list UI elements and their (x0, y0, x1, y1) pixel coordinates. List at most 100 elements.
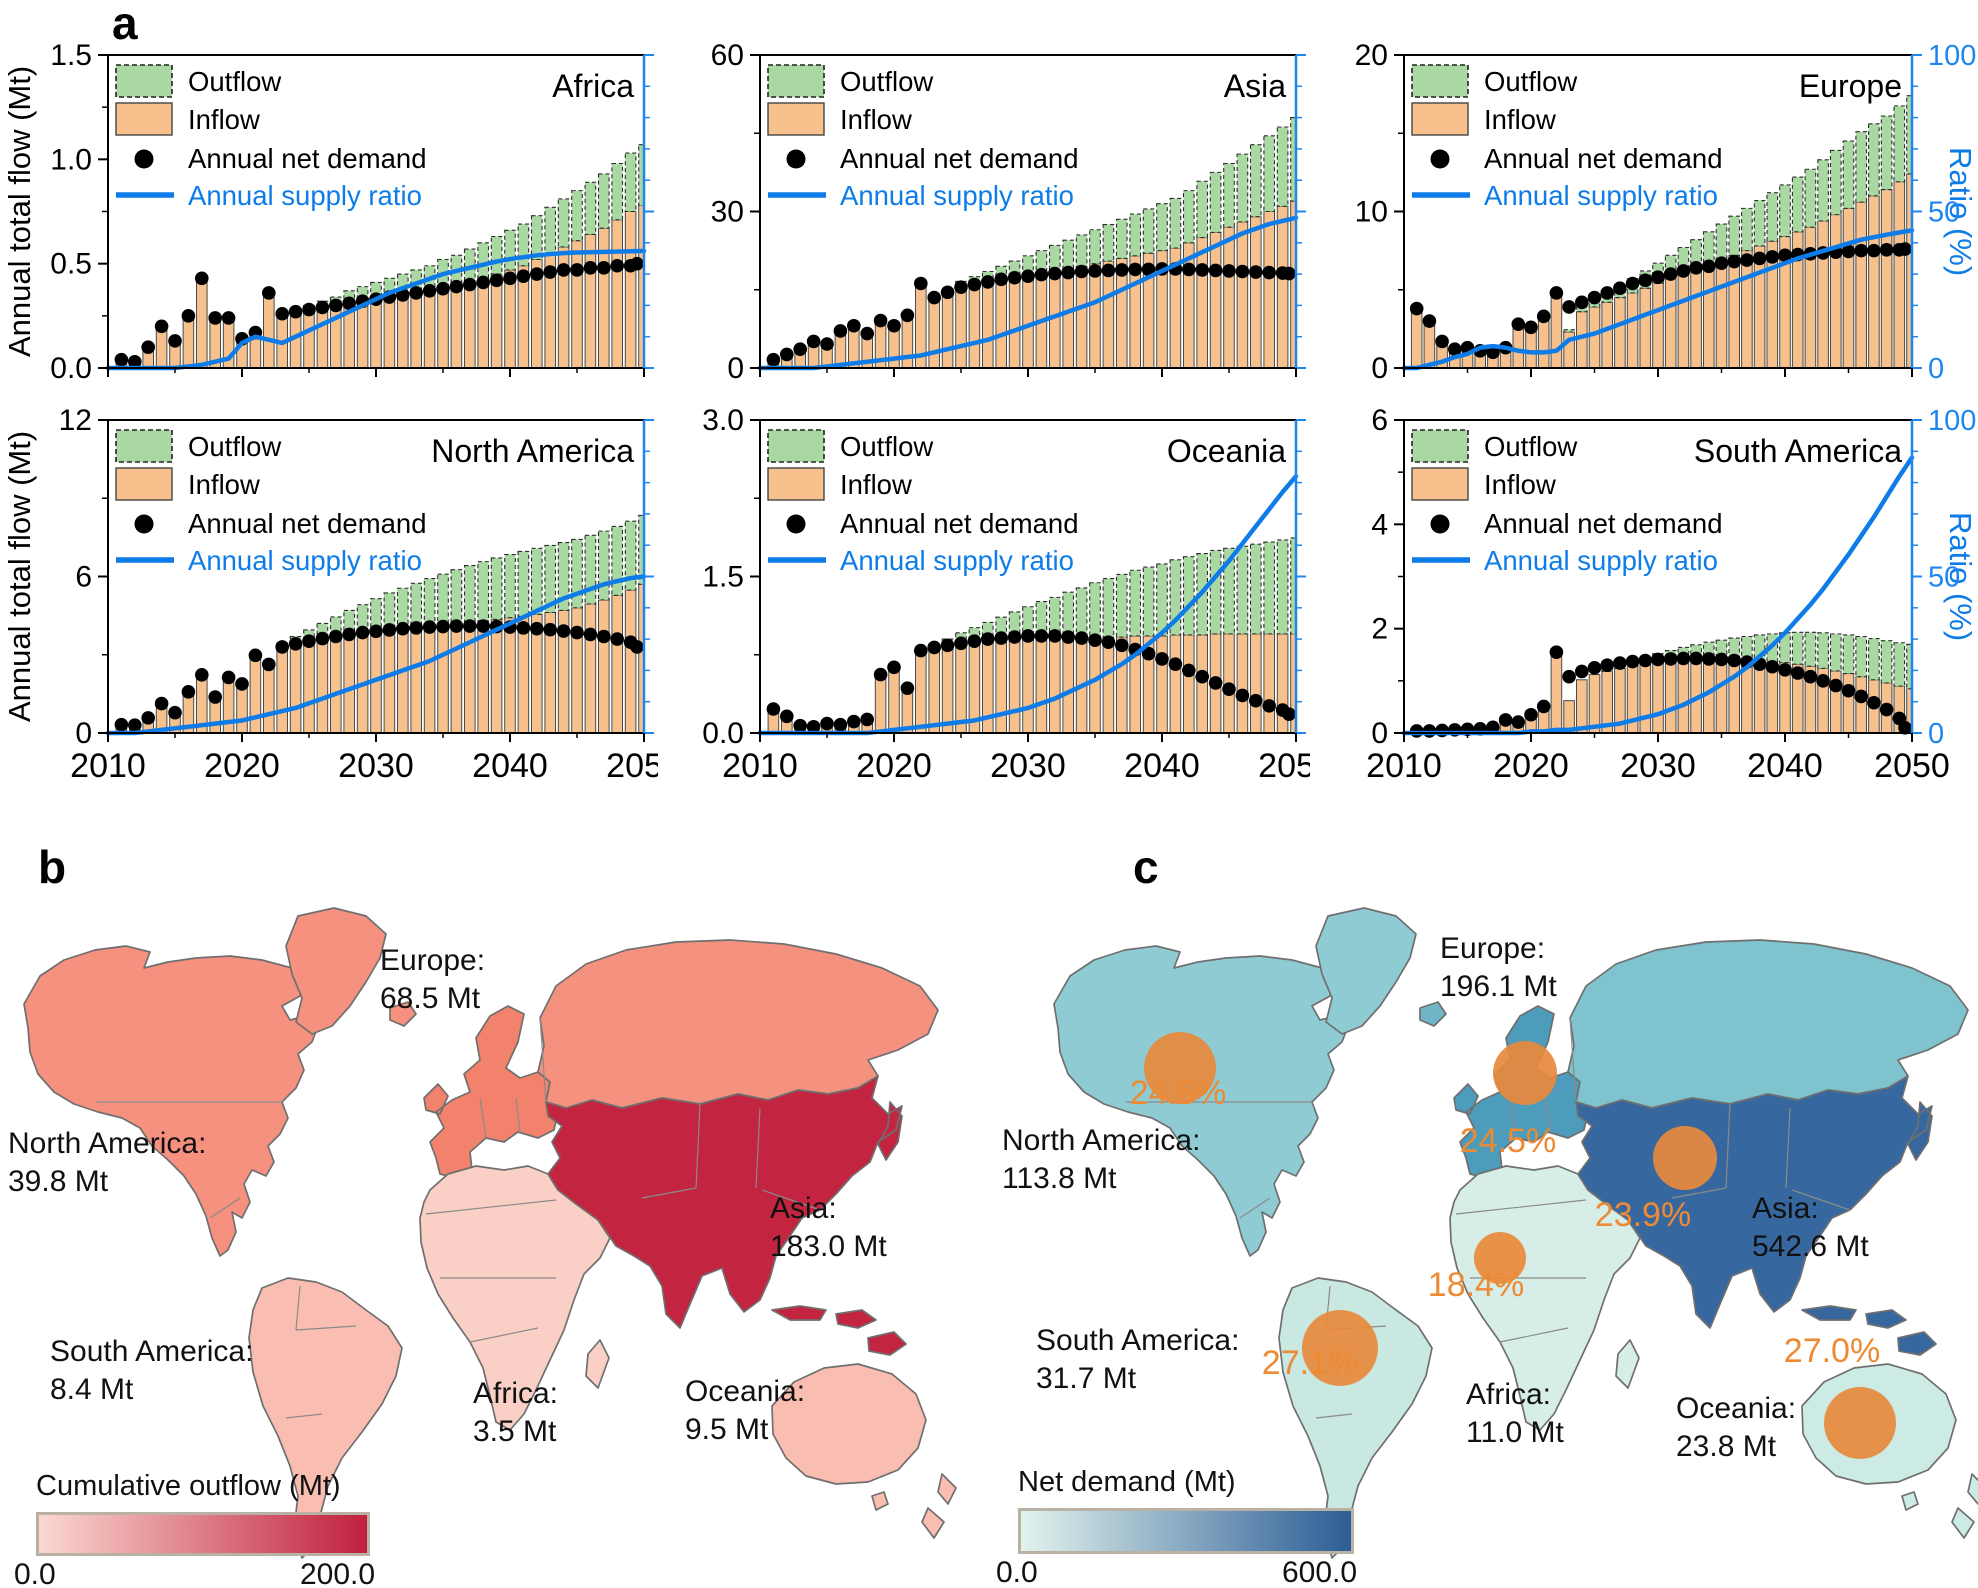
svg-text:2030: 2030 (990, 747, 1066, 785)
svg-text:Outflow: Outflow (1484, 431, 1577, 462)
svg-text:Annual net demand: Annual net demand (840, 143, 1079, 174)
svg-text:2010: 2010 (722, 747, 798, 785)
svg-text:1.0: 1.0 (50, 143, 92, 176)
pct-south-america: 27.1% (1261, 1344, 1359, 1382)
svg-text:Outflow: Outflow (1484, 66, 1577, 97)
chart-africa: 0.0 0.5 1.0 1.5 Outflow Inflow Annual net dema… (50, 39, 654, 385)
svg-text:Annual supply ratio: Annual supply ratio (840, 545, 1074, 576)
ratio-axis-title-row1: Ratio (%) (1943, 146, 1978, 277)
map-b-label-asia: Asia: 183.0 Mt (770, 1192, 887, 1263)
region-title: North America (431, 433, 634, 469)
bars (115, 144, 645, 369)
share-circle-oceania (1824, 1387, 1896, 1459)
pct-africa: 18.4% (1427, 1266, 1525, 1304)
region-northamerica (1053, 945, 1349, 1257)
share-circle-europe (1493, 1041, 1557, 1105)
svg-text:Annual supply ratio: Annual supply ratio (188, 180, 422, 211)
pct-europe: 24.5% (1459, 1122, 1557, 1160)
world-map-outflow (23, 907, 957, 1559)
net-demand-dots (1409, 242, 1912, 360)
colorbar-c-min: 0.0 (996, 1556, 1038, 1588)
svg-text:Annual net demand: Annual net demand (1484, 508, 1723, 539)
map-c-label-oceania: Oceania: 23.8 Mt (1676, 1392, 1797, 1463)
svg-text:Annual net demand: Annual net demand (1484, 143, 1723, 174)
chart-asia: 0 30 60 Outflow Inflow Annual net demand Annua… (711, 39, 1306, 385)
svg-text:2040: 2040 (472, 747, 548, 785)
map-c-label-africa: Africa: 11.0 Mt (1466, 1378, 1564, 1449)
map-b-label-north-america: North America: 39.8 Mt (8, 1127, 207, 1198)
colorbar-b (36, 1512, 370, 1556)
region-title: South America (1694, 433, 1902, 469)
ratio-axis-title-row2: Ratio (%) (1943, 511, 1978, 642)
svg-text:0: 0 (727, 352, 744, 385)
colorbar-c-max: 600.0 (1282, 1556, 1358, 1588)
svg-text:2040: 2040 (1747, 747, 1823, 785)
map-c-label-south-america: South America: 31.7 Mt (1036, 1324, 1240, 1395)
supply-ratio-line (757, 215, 1299, 371)
svg-text:30: 30 (711, 196, 744, 229)
svg-text:Inflow: Inflow (840, 104, 912, 135)
panel-c-label: c (1133, 841, 1159, 893)
panel-c: c Europe: 196.1 Mt North America: 113.8 … (990, 830, 1978, 1588)
svg-text:0: 0 (1371, 717, 1388, 750)
colorbar-b-min: 0.0 (14, 1558, 56, 1588)
region-greenland (1315, 907, 1417, 1035)
svg-text:0: 0 (1371, 352, 1388, 385)
svg-text:100: 100 (1928, 405, 1976, 437)
svg-text:2020: 2020 (204, 747, 280, 785)
map-b-label-europe: Europe: 68.5 Mt (380, 944, 486, 1015)
panel-b-label: b (38, 841, 67, 893)
svg-text:2050: 2050 (1874, 747, 1950, 785)
region-oceania (771, 1363, 957, 1539)
svg-text:2010: 2010 (70, 747, 146, 785)
svg-text:10: 10 (1355, 196, 1388, 229)
svg-text:Inflow: Inflow (188, 104, 260, 135)
region-title: Europe (1799, 68, 1902, 104)
colorbar-c-title: Net demand (Mt) (1018, 1466, 1236, 1498)
world-map-demand (1053, 907, 1978, 1559)
region-africa (419, 1165, 611, 1431)
svg-text:0: 0 (1928, 718, 1944, 750)
region-africa (1449, 1165, 1641, 1431)
region-southamerica (248, 1277, 403, 1559)
svg-text:Inflow: Inflow (1484, 469, 1556, 500)
svg-text:2040: 2040 (1124, 747, 1200, 785)
svg-text:1.5: 1.5 (50, 39, 92, 72)
svg-text:Outflow: Outflow (840, 431, 933, 462)
bars (767, 537, 1297, 734)
bars (1410, 95, 1913, 369)
svg-text:6: 6 (75, 561, 92, 594)
svg-text:2030: 2030 (338, 747, 414, 785)
chart-south-america: 0 2 4 6 0 50 100 2010 2020 2030 2040 2050 Outflow Inf… (1366, 404, 1976, 785)
net-demand-dots (114, 619, 644, 732)
svg-text:Inflow: Inflow (188, 469, 260, 500)
svg-text:Inflow: Inflow (1484, 104, 1556, 135)
supply-ratio-line (1401, 228, 1915, 371)
svg-text:Inflow: Inflow (840, 469, 912, 500)
svg-text:0.0: 0.0 (50, 352, 92, 385)
svg-text:Annual supply ratio: Annual supply ratio (1484, 545, 1718, 576)
svg-text:Outflow: Outflow (188, 431, 281, 462)
svg-text:0.5: 0.5 (50, 248, 92, 281)
map-b-label-south-america: South America: 8.4 Mt (50, 1335, 254, 1406)
share-circle-africa (1474, 1232, 1526, 1284)
chart-oceania: 0.0 1.5 3.0 2010 2020 2030 2040 2050 Outflow Infl… (702, 404, 1310, 785)
region-europe (423, 1005, 559, 1179)
svg-text:50: 50 (1928, 197, 1960, 229)
svg-text:Annual net demand: Annual net demand (188, 508, 427, 539)
svg-text:0: 0 (1928, 353, 1944, 385)
svg-text:2020: 2020 (856, 747, 932, 785)
map-c-label-europe: Europe: 196.1 Mt (1440, 932, 1557, 1003)
net-demand-dots (766, 629, 1296, 734)
region-russia (537, 939, 939, 1109)
colorbar-b-max: 200.0 (300, 1558, 376, 1588)
region-iceland (389, 1001, 417, 1027)
map-c-label-north-america: North America: 113.8 Mt (1002, 1124, 1201, 1195)
share-circle-southamerica (1302, 1310, 1378, 1386)
region-oceania (1801, 1363, 1978, 1539)
net-demand-dots (114, 256, 644, 369)
svg-text:2050: 2050 (606, 747, 658, 785)
pct-asia: 23.9% (1594, 1196, 1692, 1234)
svg-text:Annual supply ratio: Annual supply ratio (1484, 180, 1718, 211)
